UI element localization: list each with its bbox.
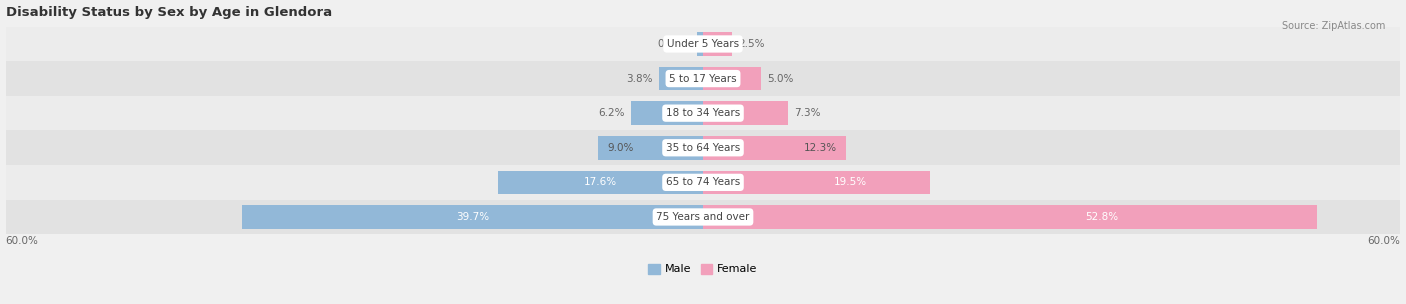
Text: Disability Status by Sex by Age in Glendora: Disability Status by Sex by Age in Glend… — [6, 5, 332, 19]
Bar — [242, 205, 703, 229]
Text: Under 5 Years: Under 5 Years — [666, 39, 740, 49]
Bar — [703, 205, 1317, 229]
Bar — [631, 102, 703, 125]
Text: 39.7%: 39.7% — [456, 212, 489, 222]
Text: 35 to 64 Years: 35 to 64 Years — [666, 143, 740, 153]
Bar — [703, 32, 733, 56]
Text: 3.8%: 3.8% — [627, 74, 652, 84]
Bar — [6, 61, 1400, 96]
Bar — [498, 171, 703, 194]
Legend: Male, Female: Male, Female — [648, 264, 758, 275]
Bar — [6, 96, 1400, 130]
Text: 65 to 74 Years: 65 to 74 Years — [666, 177, 740, 187]
Bar — [6, 27, 1400, 61]
Bar — [599, 136, 703, 160]
Text: 6.2%: 6.2% — [599, 108, 626, 118]
Text: 7.3%: 7.3% — [793, 108, 820, 118]
Text: 5 to 17 Years: 5 to 17 Years — [669, 74, 737, 84]
Text: 12.3%: 12.3% — [804, 143, 837, 153]
Text: 75 Years and over: 75 Years and over — [657, 212, 749, 222]
Text: 60.0%: 60.0% — [1368, 236, 1400, 246]
Text: 18 to 34 Years: 18 to 34 Years — [666, 108, 740, 118]
Bar — [6, 165, 1400, 200]
Text: 0.55%: 0.55% — [658, 39, 690, 49]
Bar — [696, 32, 703, 56]
Bar — [703, 67, 761, 90]
Bar — [703, 171, 929, 194]
Text: 60.0%: 60.0% — [6, 236, 38, 246]
Text: 17.6%: 17.6% — [583, 177, 617, 187]
Text: 2.5%: 2.5% — [738, 39, 765, 49]
Bar — [6, 200, 1400, 234]
Text: 5.0%: 5.0% — [766, 74, 793, 84]
Text: 9.0%: 9.0% — [607, 143, 634, 153]
Text: 19.5%: 19.5% — [834, 177, 868, 187]
Bar — [703, 136, 846, 160]
Text: 52.8%: 52.8% — [1085, 212, 1119, 222]
Bar — [659, 67, 703, 90]
Text: Source: ZipAtlas.com: Source: ZipAtlas.com — [1281, 21, 1385, 31]
Bar — [6, 130, 1400, 165]
Bar — [703, 102, 787, 125]
